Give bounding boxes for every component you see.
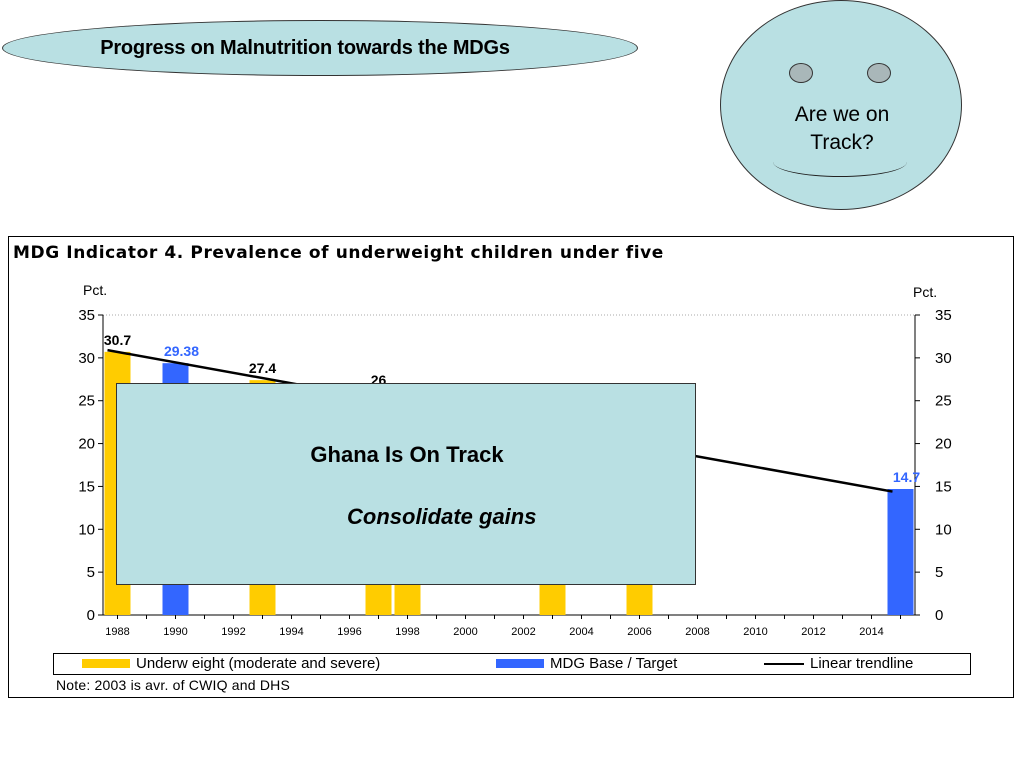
x-tick-label: 2008 [685,626,709,638]
smile-mouth-icon [773,147,907,177]
slide-title: Progress on Malnutrition towards the MDG… [100,36,510,59]
data-label-2015: 14.7 [893,469,920,485]
x-tick-label: 2014 [859,626,883,638]
x-tick-label: 2010 [743,626,767,638]
y-tick-label-left: 10 [78,521,95,538]
y-axis-label-right: Pct. [913,284,937,300]
smiley-face: Are we on Track? [720,0,962,210]
data-label-1988: 30.7 [104,332,131,348]
y-tick-label-right: 35 [935,307,952,324]
x-tick-label: 2004 [569,626,593,638]
right-eye-icon [867,63,891,83]
legend-label-underweight: Underw eight (moderate and severe) [136,655,381,672]
bar-target-2015 [887,489,914,615]
x-tick-label: 1990 [163,626,187,638]
legend-item-target: MDG Base / Target [496,655,677,672]
y-tick-label-left: 5 [87,564,95,581]
chart-legend: Underw eight (moderate and severe) MDG B… [53,653,971,675]
legend-label-target: MDG Base / Target [550,655,678,672]
legend-item-underweight: Underw eight (moderate and severe) [82,655,380,672]
legend-item-trend: Linear trendline [764,655,913,672]
legend-swatch-trend [764,662,804,665]
x-tick-label: 2002 [511,626,535,638]
face-text-line1: Are we on [794,103,890,126]
x-tick-label: 2000 [453,626,477,638]
legend-swatch-target [496,659,544,668]
legend-label-trend: Linear trendline [810,655,914,672]
y-tick-label-right: 30 [935,350,952,367]
y-tick-label-right: 5 [935,564,943,581]
legend-swatch-underweight [82,659,130,668]
y-tick-label-right: 0 [935,607,943,624]
data-label-1990: 29.38 [164,343,199,359]
x-tick-label: 2012 [801,626,825,638]
chart-title: MDG Indicator 4. Prevalence of underweig… [13,243,664,263]
x-tick-label: 2006 [627,626,651,638]
y-tick-label-left: 0 [87,607,95,624]
x-tick-label: 1996 [337,626,361,638]
chart-note: Note: 2003 is avr. of CWIQ and DHS [56,677,291,693]
x-tick-label: 1988 [105,626,129,638]
slide-title-banner: Progress on Malnutrition towards the MDG… [2,20,638,76]
x-tick-label: 1998 [395,626,419,638]
y-tick-label-left: 35 [78,307,95,324]
callout-heading: Ghana Is On Track [310,442,504,467]
x-tick-label: 1992 [221,626,245,638]
y-tick-label-left: 25 [78,393,95,410]
y-tick-label-right: 20 [935,436,952,453]
x-tick-label: 1994 [279,626,303,638]
y-tick-label-right: 25 [935,393,952,410]
data-label-1993: 27.4 [249,360,276,376]
on-track-callout: Ghana Is On Track Consolidate gains [116,383,696,585]
y-axis-label-left: Pct. [83,282,107,298]
y-tick-label-left: 20 [78,436,95,453]
left-eye-icon [789,63,813,83]
y-tick-label-right: 10 [935,521,952,538]
y-tick-label-right: 15 [935,478,952,495]
callout-subheading: Consolidate gains [347,504,537,529]
y-tick-label-left: 30 [78,350,95,367]
y-tick-label-left: 15 [78,478,95,495]
